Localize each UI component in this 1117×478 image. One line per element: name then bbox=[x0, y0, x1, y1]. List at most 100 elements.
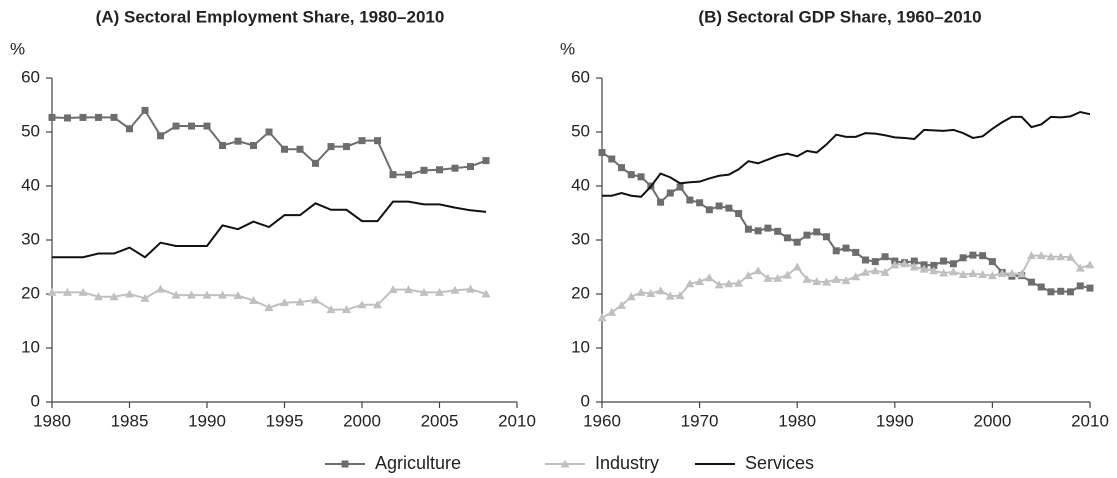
marker bbox=[852, 248, 860, 256]
marker bbox=[296, 145, 304, 153]
legend-label: Industry bbox=[595, 453, 659, 473]
marker bbox=[171, 290, 181, 299]
y-tick-label: 50 bbox=[571, 121, 590, 140]
marker bbox=[1026, 251, 1036, 260]
marker bbox=[1037, 283, 1045, 291]
marker bbox=[909, 262, 919, 271]
series bbox=[602, 110, 1091, 198]
marker bbox=[724, 279, 734, 288]
marker bbox=[280, 298, 289, 307]
x-tick-label: 2010 bbox=[498, 411, 536, 430]
marker bbox=[753, 266, 763, 275]
line bbox=[601, 151, 1091, 293]
chart-title: (A) Sectoral Employment Share, 1980–2010 bbox=[96, 7, 445, 26]
marker bbox=[388, 285, 398, 294]
marker bbox=[110, 113, 118, 121]
marker bbox=[900, 259, 910, 268]
y-tick-label: 10 bbox=[571, 337, 590, 356]
y-tick-label: 30 bbox=[21, 229, 40, 248]
marker bbox=[675, 291, 685, 300]
x-tick-label: 1985 bbox=[111, 411, 149, 430]
y-tick-label: 40 bbox=[21, 175, 40, 194]
marker bbox=[773, 273, 783, 282]
marker bbox=[203, 122, 211, 130]
marker bbox=[646, 288, 656, 297]
marker bbox=[357, 300, 367, 309]
line bbox=[52, 200, 487, 259]
marker bbox=[870, 266, 880, 275]
marker bbox=[802, 274, 812, 283]
y-unit-label: % bbox=[10, 39, 25, 58]
marker bbox=[685, 279, 695, 288]
marker bbox=[842, 244, 850, 252]
marker bbox=[327, 143, 335, 151]
marker bbox=[405, 171, 412, 179]
marker bbox=[940, 257, 948, 265]
marker bbox=[861, 267, 871, 276]
marker bbox=[156, 284, 165, 293]
marker bbox=[404, 285, 413, 294]
marker bbox=[969, 251, 977, 259]
marker bbox=[597, 313, 607, 322]
marker bbox=[1007, 268, 1017, 277]
marker bbox=[696, 199, 704, 207]
marker bbox=[126, 125, 133, 133]
marker bbox=[676, 183, 684, 191]
series bbox=[47, 284, 491, 314]
marker bbox=[342, 305, 351, 314]
marker bbox=[312, 159, 319, 167]
marker bbox=[140, 293, 150, 302]
y-tick-label: 0 bbox=[31, 391, 40, 410]
marker bbox=[890, 260, 900, 269]
marker bbox=[695, 277, 705, 286]
marker bbox=[821, 277, 831, 286]
marker bbox=[851, 272, 861, 281]
marker bbox=[968, 268, 978, 277]
marker bbox=[793, 238, 801, 246]
marker bbox=[714, 280, 724, 289]
x-tick-label: 1990 bbox=[188, 411, 226, 430]
marker bbox=[725, 204, 733, 212]
x-tick-label: 1980 bbox=[33, 411, 71, 430]
marker bbox=[949, 260, 957, 268]
y-tick-label: 20 bbox=[571, 283, 590, 302]
marker bbox=[482, 157, 490, 165]
marker bbox=[95, 113, 102, 121]
marker bbox=[467, 163, 474, 171]
marker bbox=[704, 273, 714, 282]
y-tick-label: 40 bbox=[571, 175, 590, 194]
marker bbox=[79, 113, 87, 121]
marker bbox=[141, 106, 149, 114]
marker bbox=[78, 287, 88, 296]
marker bbox=[326, 305, 336, 314]
marker bbox=[109, 292, 119, 301]
marker bbox=[172, 122, 180, 130]
x-tick-label: 1960 bbox=[583, 411, 621, 430]
marker bbox=[607, 307, 617, 316]
marker bbox=[1046, 252, 1056, 261]
marker bbox=[374, 137, 381, 145]
marker bbox=[295, 297, 305, 306]
marker bbox=[754, 227, 762, 235]
marker bbox=[358, 137, 366, 145]
y-unit-label: % bbox=[560, 39, 575, 58]
series bbox=[597, 251, 1095, 322]
marker bbox=[715, 202, 723, 210]
marker bbox=[1066, 288, 1074, 296]
marker bbox=[930, 261, 938, 269]
marker bbox=[763, 273, 773, 282]
marker bbox=[420, 166, 428, 174]
y-tick-label: 0 bbox=[581, 391, 590, 410]
marker bbox=[665, 291, 675, 300]
line bbox=[601, 254, 1091, 319]
marker bbox=[792, 262, 802, 271]
marker bbox=[64, 114, 71, 122]
marker bbox=[832, 247, 840, 255]
marker bbox=[978, 270, 988, 279]
marker bbox=[250, 142, 257, 149]
marker bbox=[618, 164, 626, 172]
marker bbox=[617, 300, 627, 309]
marker bbox=[782, 270, 792, 279]
marker bbox=[187, 290, 196, 299]
